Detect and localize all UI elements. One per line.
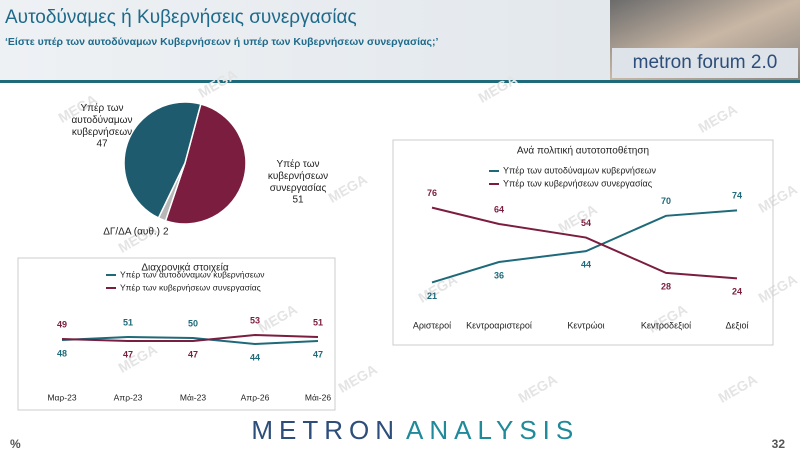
pie-label: ΔΓ/ΔΑ (αυθ.) [103, 227, 160, 238]
chart-title: Διαχρονικά στοιχεία [141, 262, 229, 274]
data-label: 47 [313, 349, 323, 359]
pie-slice [123, 101, 202, 219]
data-label: 76 [427, 188, 437, 198]
x-tick-label: Κεντροδεξιοί [641, 320, 691, 330]
legend-label: Υπέρ των κυβερνήσεων συνεργασίας [503, 178, 653, 188]
unit: % [10, 437, 21, 451]
line [61, 333, 319, 342]
data-label: 48 [57, 348, 67, 358]
x-tick-label: Κεντροαριστεροί [466, 320, 532, 330]
data-label: 47 [123, 349, 133, 359]
data-label: 51 [313, 317, 323, 327]
pie-value: 47 [96, 139, 108, 150]
x-tick-label: Μάι-23 [180, 392, 206, 402]
legend-label: Υπέρ των αυτοδύναμων κυβερνήσεων [503, 165, 657, 175]
brand-right: ANALYSIS [406, 415, 579, 445]
data-label: 74 [732, 191, 742, 201]
x-tick-label: Δεξιοί [725, 320, 748, 330]
x-tick-label: Απρ-26 [241, 392, 270, 402]
brand-left: METRON [251, 415, 400, 445]
data-label: 44 [581, 260, 591, 270]
legend-label: Υπέρ των κυβερνήσεων συνεργασίας [120, 282, 261, 292]
line [431, 209, 738, 284]
data-label: 28 [661, 281, 671, 291]
data-label: 64 [494, 204, 504, 214]
x-tick-label: Κεντρώοι [567, 320, 604, 330]
data-label: 54 [581, 218, 591, 228]
data-label: 51 [123, 317, 133, 327]
data-label: 50 [188, 318, 198, 328]
header-rule [0, 80, 800, 83]
pie-value: 2 [163, 227, 169, 238]
data-label: 24 [732, 287, 742, 297]
logo: metron forum 2.0 [633, 52, 778, 73]
x-tick-label: Μάι-26 [305, 392, 331, 402]
pie-label: Υπέρ των αυτοδύναμων κυβερνήσεων [71, 102, 132, 138]
title: Αυτοδύναμες ή Κυβερνήσεις συνεργασίας [5, 7, 357, 28]
chart-frame [17, 257, 336, 411]
line [431, 206, 738, 280]
logo-box [612, 48, 798, 78]
x-tick-label: Αριστεροί [413, 320, 451, 330]
data-label: 36 [494, 270, 504, 280]
pie-value: 51 [292, 195, 304, 206]
data-label: 53 [250, 315, 260, 325]
chart-frame [392, 139, 774, 346]
data-label: 44 [250, 352, 260, 362]
data-label: 49 [57, 319, 67, 329]
legend-label: Υπέρ των αυτοδύναμων κυβερνήσεων [120, 269, 265, 279]
x-tick-label: Μαρ-23 [47, 392, 76, 402]
subtitle: ‘Είστε υπέρ των αυτοδύναμων Κυβερνήσεων … [5, 36, 438, 48]
data-label: 70 [661, 196, 671, 206]
data-label: 21 [427, 291, 437, 301]
x-tick-label: Απρ-23 [114, 392, 143, 402]
data-label: 47 [188, 349, 198, 359]
chart-title: Ανά πολιτική αυτοτοποθέτηση [517, 145, 649, 157]
page-number: 32 [772, 437, 786, 451]
pie-slice [164, 103, 247, 225]
pie-label: Υπέρ των κυβερνήσεων συνεργασίας [268, 158, 328, 194]
line [61, 335, 319, 346]
